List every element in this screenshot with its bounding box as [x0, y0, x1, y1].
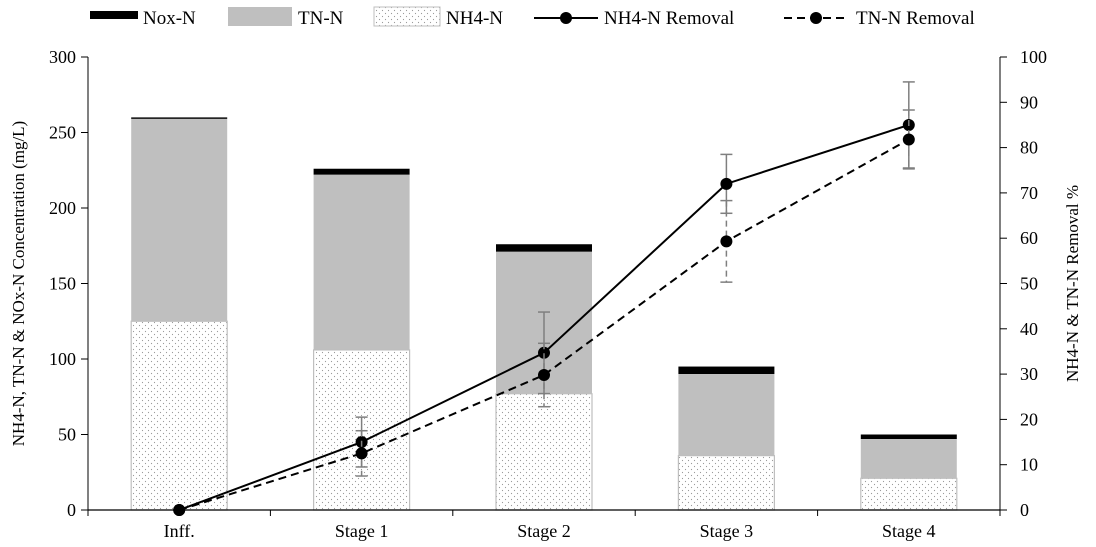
- x-tick-label-inff: Inff.: [164, 521, 195, 541]
- bar-nh4n-stage-2: [495, 393, 593, 511]
- legend-label-tnn: TN-N: [298, 8, 344, 29]
- bar-nh4n-stage-4: [860, 477, 958, 511]
- legend-item-nh4n-removal: NH4-N Removal: [534, 8, 734, 29]
- y-left-tick-label-100: 100: [49, 349, 76, 369]
- point-tn-n-removal-stage-4: [902, 133, 915, 146]
- x-tick-label-stage-4: Stage 4: [882, 521, 936, 541]
- legend-swatch-nh4n: [373, 6, 441, 27]
- y-right-tick-label-70: 70: [1020, 183, 1038, 203]
- bar-nh4n-stage-1: [313, 349, 411, 511]
- legend-item-nh4n: NH4-N: [373, 6, 503, 29]
- y-right-tick-label-80: 80: [1020, 138, 1038, 158]
- legend-item-tnn-removal: TN-N Removal: [784, 8, 975, 29]
- y-left-tick-label-150: 150: [49, 274, 76, 294]
- y-axis-right-title: NH4-N & TN-N Removal %: [1063, 185, 1082, 382]
- lines: [173, 81, 915, 516]
- x-tick-label-stage-1: Stage 1: [335, 521, 389, 541]
- legend: Nox-N TN-N NH4-N NH4-N Removal TN-N Remo…: [90, 6, 975, 29]
- y-right-tick-label-40: 40: [1020, 319, 1038, 339]
- point-tn-n-removal-stage-3: [720, 235, 733, 248]
- legend-item-tnn: TN-N: [228, 7, 344, 29]
- y-left-tick-label-300: 300: [49, 47, 76, 67]
- legend-item-noxn: Nox-N: [90, 8, 196, 29]
- bar-nh4n-inff: [130, 320, 228, 511]
- point-tn-n-removal-inff: [173, 504, 186, 516]
- legend-label-noxn: Nox-N: [143, 8, 196, 29]
- y-left-tick-label-50: 50: [58, 425, 76, 445]
- legend-label-nh4n: NH4-N: [446, 8, 503, 29]
- y-right-tick-label-10: 10: [1020, 455, 1038, 475]
- point-nh4-n-removal-stage-2: [538, 346, 550, 359]
- y-right-tick-label-60: 60: [1020, 228, 1038, 248]
- y-right-tick-label-20: 20: [1020, 409, 1038, 429]
- bar-nh4n-stage-3: [677, 455, 776, 511]
- point-tn-n-removal-stage-1: [355, 447, 368, 460]
- bar-noxn-stage-4: [860, 434, 957, 440]
- y-right-tick-label-90: 90: [1020, 92, 1038, 112]
- x-tick-label-stage-3: Stage 3: [700, 521, 754, 541]
- bar-noxn-stage-2: [496, 244, 592, 252]
- y-left-tick-label-0: 0: [67, 500, 76, 520]
- x-tick-label-stage-2: Stage 2: [517, 521, 571, 541]
- legend-marker-tnn-removal: [810, 12, 822, 24]
- errorbar-tn-n-removal-4: [902, 109, 915, 170]
- legend-label-nh4n-removal: NH4-N Removal: [604, 8, 734, 29]
- bar-noxn-stage-1: [313, 168, 410, 175]
- point-nh4-n-removal-stage-3: [720, 177, 733, 190]
- y-left-tick-label-200: 200: [49, 198, 76, 218]
- y-right-tick-label-100: 100: [1020, 47, 1047, 67]
- legend-label-tnn-removal: TN-N Removal: [856, 8, 975, 29]
- bar-noxn-inff: [131, 117, 228, 119]
- y-right-tick-label-30: 30: [1020, 364, 1038, 384]
- y-axis-left-title: NH4-N, TN-N & NOx-N Concentration (mg/L): [9, 121, 28, 446]
- y-right-tick-label-0: 0: [1020, 500, 1029, 520]
- x-axis: Inff. Stage 1 Stage 2 Stage 3 Stage 4: [87, 509, 1001, 541]
- legend-marker-nh4n-removal: [560, 12, 572, 24]
- point-tn-n-removal-stage-2: [538, 369, 550, 382]
- y-axis-left: 0 50 100 150 200 250 300: [49, 47, 89, 520]
- y-left-tick-label-250: 250: [49, 123, 76, 143]
- legend-swatch-noxn: [90, 11, 138, 19]
- y-axis-right: 0 10 20 30 40 50 60 70 80 90 100: [999, 47, 1047, 520]
- bar-noxn-stage-3: [678, 366, 775, 375]
- y-right-tick-label-50: 50: [1020, 274, 1038, 294]
- legend-swatch-tnn: [228, 7, 292, 26]
